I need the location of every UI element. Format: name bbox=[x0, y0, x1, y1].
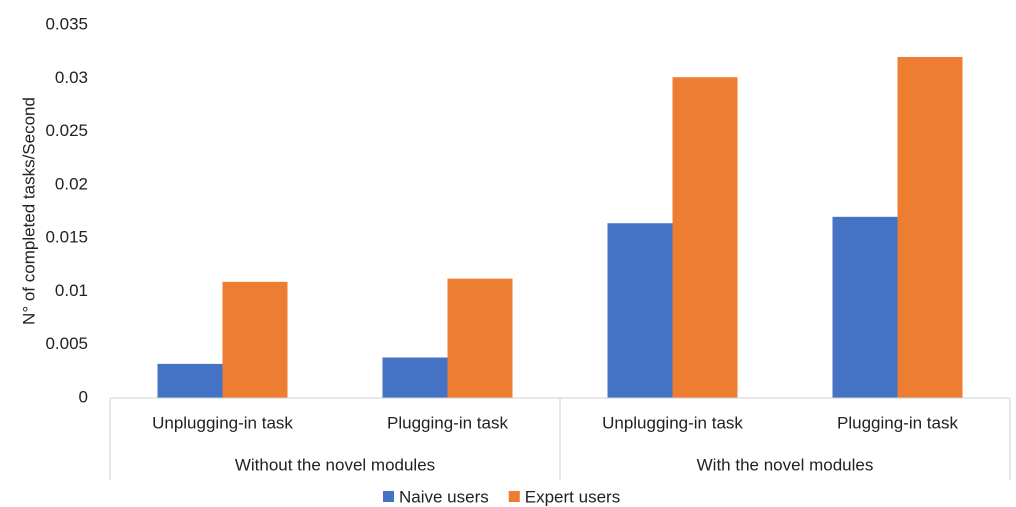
bar bbox=[672, 77, 738, 398]
bar bbox=[157, 363, 223, 398]
bar bbox=[382, 357, 448, 398]
y-tick-label: 0.015 bbox=[45, 228, 88, 247]
y-tick-label: 0.005 bbox=[45, 334, 88, 353]
y-axis-label: N° of completed tasks/Second bbox=[19, 97, 38, 325]
group-label: Without the novel modules bbox=[235, 455, 435, 474]
y-tick-label: 0.035 bbox=[45, 14, 88, 33]
y-tick-label: 0.03 bbox=[55, 68, 88, 87]
x-tick-label: Plugging-in task bbox=[837, 413, 958, 432]
y-tick-label: 0 bbox=[79, 387, 88, 406]
group-label: With the novel modules bbox=[697, 455, 874, 474]
bar bbox=[447, 278, 513, 398]
legend-swatch bbox=[383, 491, 394, 502]
legend-label: Expert users bbox=[525, 487, 620, 506]
x-tick-label: Unplugging-in task bbox=[152, 413, 293, 432]
legend-swatch bbox=[508, 491, 520, 502]
x-tick-label: Unplugging-in task bbox=[602, 413, 743, 432]
legend-label: Naive users bbox=[399, 487, 489, 506]
bar bbox=[897, 56, 963, 398]
bar bbox=[832, 216, 898, 398]
bar bbox=[222, 281, 288, 398]
bar bbox=[607, 223, 673, 398]
y-tick-label: 0.02 bbox=[55, 174, 88, 193]
y-tick-label: 0.025 bbox=[45, 121, 88, 140]
x-tick-label: Plugging-in task bbox=[387, 413, 508, 432]
y-tick-label: 0.01 bbox=[55, 281, 88, 300]
